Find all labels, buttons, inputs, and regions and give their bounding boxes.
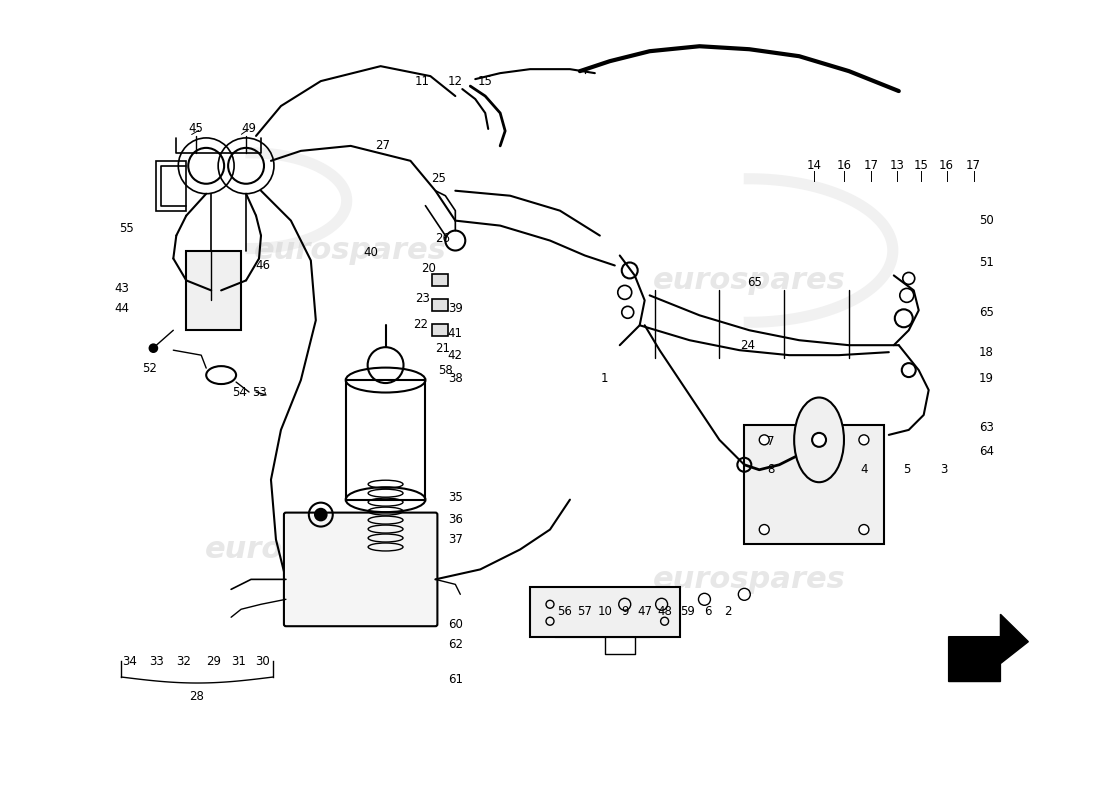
Text: 32: 32 [176, 654, 190, 667]
Text: 40: 40 [363, 246, 378, 259]
Text: 31: 31 [232, 654, 246, 667]
Text: 65: 65 [747, 276, 761, 289]
Text: eurospares: eurospares [653, 266, 846, 295]
Text: 9: 9 [621, 605, 628, 618]
Text: 41: 41 [448, 326, 463, 340]
Text: 37: 37 [448, 533, 463, 546]
Circle shape [812, 433, 826, 447]
Text: 35: 35 [448, 491, 463, 504]
Text: 13: 13 [890, 159, 904, 172]
Circle shape [859, 435, 869, 445]
Text: 4: 4 [860, 463, 868, 476]
FancyBboxPatch shape [794, 440, 844, 500]
Text: 61: 61 [448, 673, 463, 686]
Text: 25: 25 [431, 172, 446, 186]
Text: 15: 15 [477, 74, 493, 88]
Text: 26: 26 [434, 232, 450, 245]
Circle shape [150, 344, 157, 352]
Text: 64: 64 [979, 446, 994, 458]
Text: 7: 7 [768, 435, 776, 448]
Text: 14: 14 [806, 159, 822, 172]
Text: 52: 52 [142, 362, 157, 374]
Text: 57: 57 [578, 605, 592, 618]
Text: 48: 48 [657, 605, 672, 618]
FancyBboxPatch shape [432, 324, 449, 336]
Text: 60: 60 [448, 618, 463, 630]
Text: 42: 42 [448, 349, 463, 362]
Text: 3: 3 [939, 463, 947, 476]
Text: 55: 55 [119, 222, 134, 235]
Text: 12: 12 [448, 74, 463, 88]
Text: 21: 21 [434, 342, 450, 354]
Text: 63: 63 [979, 422, 994, 434]
Text: 16: 16 [836, 159, 851, 172]
Text: 59: 59 [680, 605, 695, 618]
Polygon shape [745, 425, 883, 545]
FancyBboxPatch shape [432, 299, 449, 311]
Polygon shape [948, 614, 1028, 682]
Text: 19: 19 [979, 371, 994, 385]
Text: 38: 38 [448, 371, 463, 385]
Text: 5: 5 [903, 463, 911, 476]
Text: 45: 45 [189, 122, 204, 135]
Circle shape [759, 435, 769, 445]
FancyBboxPatch shape [284, 513, 438, 626]
FancyBboxPatch shape [530, 587, 680, 637]
FancyBboxPatch shape [186, 250, 241, 330]
Text: 18: 18 [979, 346, 994, 358]
Text: 20: 20 [421, 262, 436, 275]
Text: 16: 16 [939, 159, 954, 172]
Text: 56: 56 [558, 605, 572, 618]
Text: 23: 23 [415, 292, 430, 305]
Text: 46: 46 [255, 259, 271, 272]
Circle shape [315, 509, 327, 521]
Text: 6: 6 [704, 605, 712, 618]
Text: 30: 30 [255, 654, 271, 667]
Text: 34: 34 [122, 654, 136, 667]
Text: 62: 62 [448, 638, 463, 650]
Ellipse shape [794, 398, 844, 482]
Text: 53: 53 [252, 386, 266, 398]
FancyBboxPatch shape [432, 274, 449, 286]
Text: 2: 2 [724, 605, 732, 618]
Circle shape [859, 525, 869, 534]
Text: 54: 54 [232, 386, 246, 398]
Text: 33: 33 [148, 654, 164, 667]
Text: 58: 58 [438, 364, 453, 377]
Text: 65: 65 [979, 306, 994, 319]
Text: 36: 36 [448, 513, 463, 526]
Text: 39: 39 [448, 302, 463, 315]
Text: 17: 17 [864, 159, 879, 172]
Text: eurospares: eurospares [254, 236, 447, 265]
Text: 43: 43 [114, 282, 129, 295]
Text: 27: 27 [375, 139, 390, 152]
Text: 50: 50 [979, 214, 994, 227]
Text: eurospares: eurospares [205, 535, 397, 564]
Text: 51: 51 [979, 256, 994, 269]
Text: 1: 1 [601, 371, 608, 385]
Text: 29: 29 [206, 654, 221, 667]
Text: 24: 24 [740, 338, 755, 352]
Text: 17: 17 [966, 159, 981, 172]
Text: 44: 44 [114, 302, 129, 315]
Text: 10: 10 [597, 605, 613, 618]
Text: eurospares: eurospares [653, 565, 846, 594]
Text: 49: 49 [242, 122, 256, 135]
Text: 8: 8 [768, 463, 774, 476]
Text: 11: 11 [415, 74, 430, 88]
Text: 15: 15 [913, 159, 928, 172]
Text: 22: 22 [412, 318, 428, 330]
Text: 28: 28 [189, 690, 204, 703]
Circle shape [759, 525, 769, 534]
Text: 47: 47 [637, 605, 652, 618]
